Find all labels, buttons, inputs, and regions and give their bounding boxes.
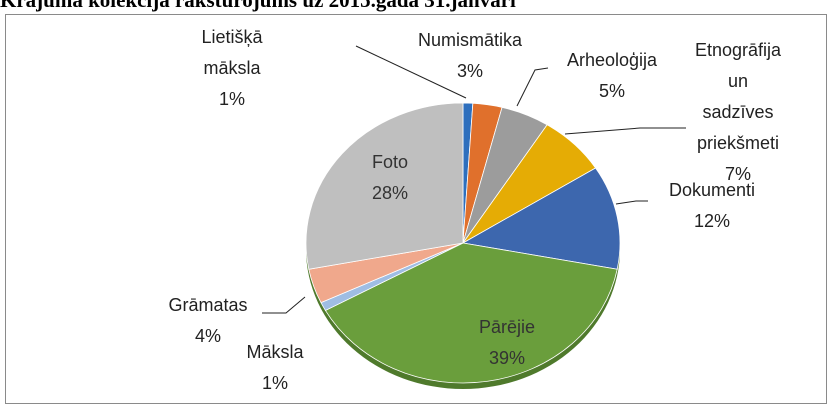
value-label: 39% bbox=[488, 348, 526, 368]
pie-slice bbox=[324, 242, 618, 384]
slice-label: Māksla 1% bbox=[246, 337, 303, 399]
value-label: 4% bbox=[194, 326, 221, 346]
leader-lines bbox=[262, 45, 686, 314]
category-label: Arheoloģija bbox=[566, 50, 658, 70]
pie-slice bbox=[305, 102, 464, 270]
category-label: Dokumenti bbox=[668, 180, 756, 200]
category-label: Pārējie bbox=[478, 317, 536, 337]
value-label: 3% bbox=[456, 61, 483, 81]
category-label: Māksla bbox=[246, 342, 304, 362]
value-label: 1% bbox=[218, 89, 245, 109]
category-label: Etnogrāfija un sadzīves priekšmeti bbox=[694, 40, 782, 153]
category-label: Numismātika bbox=[417, 30, 523, 50]
value-label: 7% bbox=[724, 164, 751, 184]
chart-title: Krājuma kolekcija raksturojums uz 2015.g… bbox=[0, 0, 516, 12]
category-label: Lietišķā māksla bbox=[201, 27, 263, 78]
category-label: Foto bbox=[371, 152, 409, 172]
value-label: 12% bbox=[693, 211, 731, 231]
slice-label: Lietišķā māksla 1% bbox=[201, 22, 262, 115]
slice-label: Arheoloģija 5% bbox=[567, 45, 657, 107]
leader-line bbox=[615, 200, 648, 205]
slice-label: Dokumenti 12% bbox=[669, 175, 755, 237]
leader-line bbox=[262, 296, 306, 314]
leader-line bbox=[355, 45, 467, 99]
value-label: 5% bbox=[598, 81, 625, 101]
pie-slice bbox=[461, 167, 621, 270]
leader-line bbox=[564, 127, 686, 135]
value-label: 1% bbox=[261, 373, 289, 393]
slice-label: Etnogrāfija un sadzīves priekšmeti 7% bbox=[695, 35, 781, 190]
leader-line bbox=[516, 67, 549, 107]
slice-label: Foto 28% bbox=[372, 147, 408, 209]
slice-label: Pārējie 39% bbox=[479, 312, 535, 374]
category-label: Grāmatas bbox=[168, 295, 248, 315]
slice-label: Grāmatas 4% bbox=[168, 290, 247, 352]
slice-label: Numismātika 3% bbox=[418, 25, 522, 87]
value-label: 28% bbox=[371, 183, 409, 203]
